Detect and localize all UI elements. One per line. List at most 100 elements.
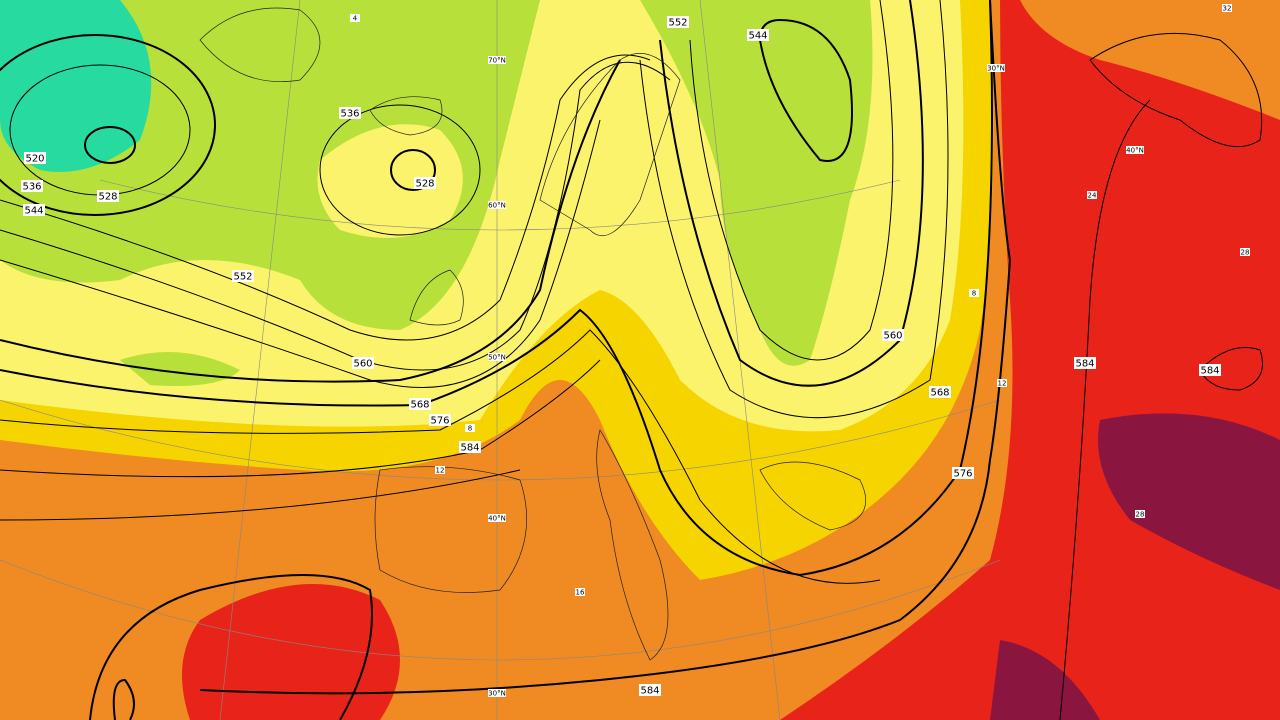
temperature-label-box	[1135, 510, 1145, 518]
contour-label-box	[429, 414, 451, 426]
contour-label: 552	[668, 18, 687, 29]
field-green	[640, 0, 873, 366]
latitude-label: 40°N	[488, 515, 506, 523]
contour	[659, 0, 924, 387]
coastline	[199, 7, 321, 83]
contour-label: 552	[233, 272, 252, 283]
field-red	[182, 584, 400, 720]
field-darkred	[990, 640, 1100, 720]
contour-label-box	[409, 398, 431, 410]
latitude-label-box	[488, 689, 506, 697]
coastline	[539, 52, 681, 236]
contour	[758, 18, 853, 162]
contour-label-box	[414, 177, 436, 189]
coastline	[409, 269, 464, 326]
contour-label: 520	[25, 154, 44, 165]
contour	[319, 104, 481, 236]
latitude-label: 40°N	[1126, 147, 1144, 155]
contour-label-box	[21, 180, 43, 192]
contour	[0, 329, 881, 584]
field-red	[780, 0, 1280, 720]
contour-label: 584	[640, 686, 659, 697]
contour-label-box	[24, 152, 46, 164]
contour-label: 536	[22, 182, 41, 193]
contour-label: 560	[883, 331, 902, 342]
contour-label-box	[23, 204, 45, 216]
contour	[639, 0, 949, 419]
field-orange	[1020, 0, 1280, 120]
latitude-label: 60°N	[488, 202, 506, 210]
coastline	[374, 466, 528, 593]
latitude-label: 30°N	[987, 65, 1005, 73]
coastlines	[199, 7, 867, 661]
contour	[0, 54, 651, 341]
temperature-label-box	[1222, 4, 1232, 12]
temperature-label: 12	[436, 467, 445, 475]
latitude-label: 50°N	[488, 354, 506, 362]
temperature-label: 4	[353, 15, 358, 23]
contour-low	[390, 149, 436, 191]
contour-label-box	[1074, 357, 1096, 369]
latitude-line	[99, 179, 901, 231]
contour-label: 568	[930, 388, 949, 399]
labels: 5205285365445525605685765845365285525445…	[21, 4, 1250, 698]
contour-label-box	[339, 107, 361, 119]
temperature-label-box	[435, 466, 445, 474]
contour	[0, 359, 601, 478]
temperature-label: 8	[972, 290, 976, 298]
contour-label: 560	[353, 359, 372, 370]
contour	[1059, 99, 1151, 720]
contour-label: 528	[98, 192, 117, 203]
contour	[0, 469, 521, 521]
latitude-label: 70°N	[488, 57, 506, 65]
contour-label-box	[747, 29, 769, 41]
contour-label-box	[352, 357, 374, 369]
temperature-label: 32	[1223, 5, 1232, 13]
contour-label: 536	[340, 109, 359, 120]
contour-label-box	[929, 386, 951, 398]
contour	[0, 59, 621, 383]
contour	[112, 678, 135, 720]
coastline	[596, 429, 669, 661]
coastline	[759, 461, 867, 531]
temperature-label-box	[1240, 248, 1250, 256]
temperature-label: 12	[998, 380, 1007, 388]
contour-label: 584	[1200, 366, 1219, 377]
contour-label-box	[952, 467, 974, 479]
contour	[689, 0, 894, 361]
contour-label-box	[667, 16, 689, 28]
temperature-label: 16	[576, 589, 585, 597]
contour	[0, 61, 671, 371]
meridian	[219, 0, 301, 720]
latitude-label-box	[488, 353, 506, 361]
contour-label-box	[1199, 364, 1221, 376]
temperature-label: 8	[468, 425, 472, 433]
contour	[89, 574, 373, 720]
latitude-line	[0, 399, 1001, 481]
temperature-label: 28	[1241, 249, 1250, 257]
latitude-line	[0, 559, 1001, 661]
contour-label-box	[639, 684, 661, 696]
contour-label-box	[232, 270, 254, 282]
contour-label: 584	[1075, 359, 1094, 370]
coastline	[369, 96, 443, 136]
temperature-label-box	[465, 424, 475, 432]
contour-label: 544	[24, 206, 43, 217]
field-darkred	[1098, 413, 1280, 590]
contour-label: 584	[460, 443, 479, 454]
field-teal	[0, 0, 152, 172]
temperature-label-box	[1087, 191, 1097, 199]
contour-label-box	[97, 190, 119, 202]
latitude-label: 30°N	[488, 690, 506, 698]
temperature-label-box	[997, 379, 1007, 387]
temperature-label: 28	[1136, 511, 1145, 519]
contour	[199, 0, 1012, 695]
contour	[0, 0, 993, 577]
contour-low	[84, 126, 136, 164]
contour-label: 544	[748, 31, 767, 42]
contour	[0, 34, 216, 216]
latitude-label-box	[488, 56, 506, 64]
contour-label: 576	[953, 469, 972, 480]
